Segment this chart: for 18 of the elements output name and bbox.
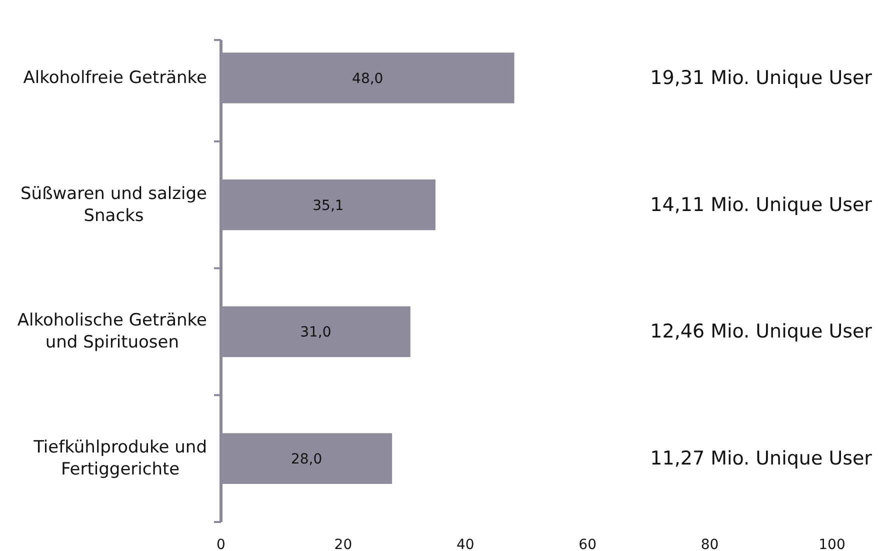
annotation: 14,11 Mio. Unique User [650, 194, 872, 216]
data-label: 35,1 [312, 198, 344, 214]
y-tick-label: Süßwaren und salzige Snacks [20, 184, 208, 226]
data-label: 31,0 [300, 324, 332, 341]
x-tick-label: 0 [216, 537, 226, 551]
x-tick-label: 100 [818, 537, 846, 551]
x-tick-label: 60 [578, 537, 597, 551]
annotation: 11,27 Mio. Unique User [650, 448, 872, 470]
x-tick-label: 40 [456, 537, 474, 551]
annotation: 19,31 Mio. Unique User [650, 66, 872, 89]
annotation: 12,46 Mio. Unique User [650, 320, 872, 343]
data-label: 48,0 [352, 70, 384, 87]
y-tick-label: Alkoholfreie Getränke [23, 68, 208, 88]
y-tick-label: Tiefkühlproduke und Fertiggerichte [32, 438, 207, 480]
x-tick-label: 80 [700, 537, 719, 551]
data-label: 28,0 [290, 452, 322, 468]
x-tick-label: 20 [334, 537, 352, 551]
y-tick-label: Alkoholische Getränke und Spirituosen [17, 310, 208, 353]
